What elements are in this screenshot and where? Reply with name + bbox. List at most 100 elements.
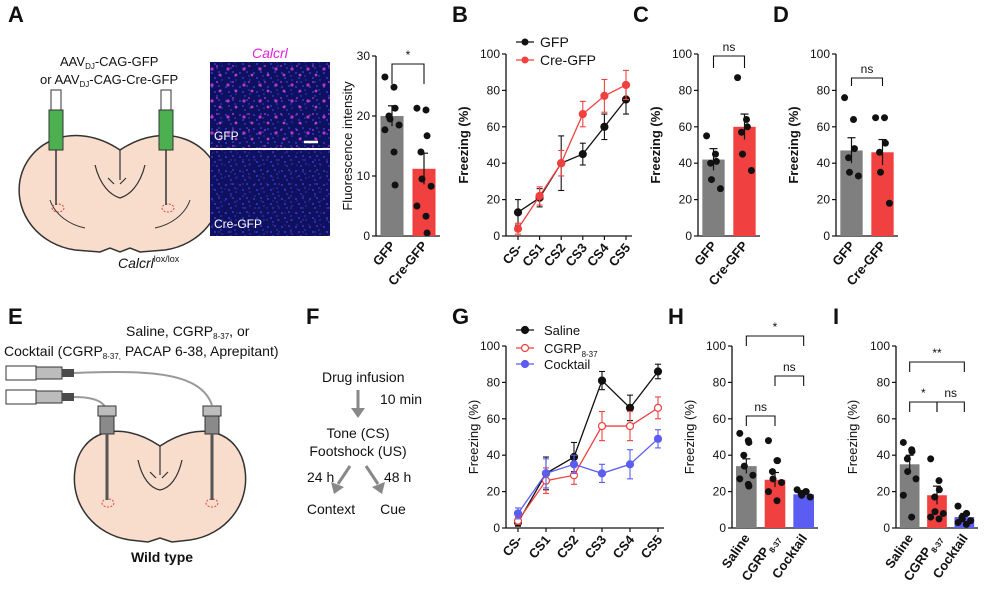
- y-tick-label: 100: [870, 339, 890, 353]
- bar-gfp: [702, 159, 725, 236]
- y-axis-title: Freezing (%): [682, 400, 697, 474]
- data-point-cre-gfp: [578, 109, 587, 119]
- brain-section-e: [73, 430, 247, 543]
- series-line-cocktail: [517, 438, 659, 514]
- data-point: [778, 479, 786, 486]
- data-point: [423, 229, 431, 237]
- data-point: [743, 116, 750, 124]
- flow-arrow-2: [336, 465, 352, 485]
- data-point: [877, 168, 884, 176]
- significance-label: ns: [754, 400, 767, 414]
- data-point: [736, 429, 744, 437]
- y-tick-label: 80: [679, 83, 693, 97]
- y-tick-label: 20: [679, 193, 693, 207]
- flow-48h: 48 h: [384, 469, 411, 485]
- data-point: [764, 488, 772, 496]
- y-tick-label: 80: [487, 375, 501, 389]
- data-point-cgrp: [653, 403, 663, 412]
- y-axis-title: Fluorescence intensity: [340, 81, 355, 211]
- panel-b-label: B: [452, 2, 468, 27]
- y-tick-label: 0: [493, 521, 500, 535]
- category-name: Cocktail: [929, 531, 970, 581]
- data-point: [417, 148, 425, 156]
- y-tick-label: 30: [357, 49, 371, 63]
- data-point: [773, 497, 781, 505]
- data-point: [738, 128, 746, 136]
- x-tick-label: CS4: [584, 240, 612, 270]
- data-point-gfp: [513, 208, 523, 217]
- panel-f-label: F: [306, 304, 319, 329]
- mouse-genotype-a: Calcrllox/lox: [118, 254, 180, 271]
- y-tick-label: 100: [672, 47, 692, 61]
- y-tick-label: 10: [357, 169, 371, 183]
- x-category-label: GFP: [829, 238, 858, 268]
- virus-label-2: or AAVDJ-CAG-Cre-GFP: [40, 72, 178, 89]
- data-point: [854, 172, 862, 180]
- flow-tone: Tone (CS): [326, 425, 389, 441]
- significance-label: ns: [723, 40, 736, 54]
- y-tick-label: 80: [487, 83, 501, 97]
- significance-bracket: [850, 77, 884, 86]
- legend-name: CGRP: [544, 341, 582, 356]
- y-axis-title: Freezing (%): [786, 106, 801, 183]
- y-tick-label: 60: [487, 412, 501, 426]
- data-point: [386, 115, 394, 123]
- data-point: [954, 502, 962, 510]
- y-tick-label: 20: [487, 193, 501, 207]
- x-tick-label: CS-: [499, 532, 525, 559]
- data-point: [881, 114, 888, 122]
- significance-bracket: [909, 401, 938, 412]
- data-point-gfp: [578, 150, 587, 159]
- data-point: [745, 482, 753, 490]
- data-point: [927, 513, 935, 521]
- x-tick-label: CS5: [638, 532, 666, 561]
- flow-drug-infusion: Drug infusion: [322, 369, 405, 385]
- legend-marker-gfp: [521, 38, 529, 46]
- data-point: [418, 175, 426, 183]
- legend-marker-cocktail: [520, 359, 530, 369]
- legend-marker-cre-gfp: [521, 56, 529, 64]
- significance-bracket: [774, 375, 805, 386]
- y-axis-title: Freezing (%): [648, 106, 663, 183]
- flow-cue: Cue: [380, 501, 406, 517]
- legend-label-cgrp: CGRP8-37: [544, 341, 598, 359]
- data-point-cgrp: [625, 421, 635, 431]
- legend-marker-saline: [520, 325, 530, 335]
- data-point: [904, 468, 912, 476]
- x-tick-label: CS4: [610, 532, 638, 562]
- micro-label-cre-gfp: Cre-GFP: [214, 217, 262, 231]
- data-point: [391, 181, 399, 189]
- x-tick-label: CS2: [541, 240, 569, 269]
- data-point-gfp: [600, 122, 609, 131]
- legend-label-gfp: GFP: [540, 34, 569, 50]
- y-tick-label: 40: [679, 156, 693, 170]
- data-point: [747, 166, 755, 174]
- significance-label: ns: [944, 386, 957, 400]
- data-point: [931, 508, 939, 516]
- y-tick-label: 0: [719, 521, 726, 535]
- significance-label: ns: [783, 360, 796, 374]
- significance-bracket: [745, 415, 776, 426]
- data-point: [845, 154, 853, 162]
- flow-24h: 24 h: [307, 469, 334, 485]
- panel-c-label: C: [633, 2, 649, 27]
- data-point: [881, 139, 889, 147]
- y-tick-label: 0: [823, 229, 830, 243]
- significance-label: **: [932, 346, 942, 360]
- data-point: [734, 74, 742, 82]
- data-point: [390, 148, 398, 156]
- data-point: [745, 438, 753, 446]
- series-line-gfp: [517, 99, 627, 213]
- data-point: [935, 515, 943, 523]
- y-tick-label: 0: [493, 229, 500, 243]
- y-tick-label: 20: [877, 485, 891, 499]
- data-point-saline: [653, 367, 663, 376]
- data-point-cocktail: [625, 460, 635, 469]
- data-point-cocktail: [653, 434, 663, 443]
- data-point: [740, 462, 748, 470]
